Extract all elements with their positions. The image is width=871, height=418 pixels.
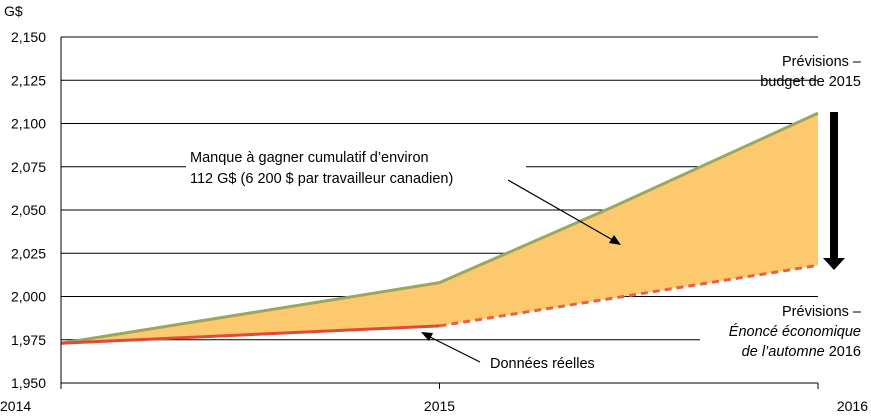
- shortfall-fill: [61, 113, 818, 344]
- y-axis-ticks: 1,950 1,975 2,000 2,025 2,050 2,075 2,100 2,125…: [11, 29, 46, 391]
- shortfall-area: [61, 113, 818, 344]
- fes-annotation: Prévisions – Énoncé économique de l’auto…: [700, 300, 870, 362]
- actual-arrowhead: [421, 332, 433, 341]
- shortfall-annotation: Manque à gagner cumulatif d’environ 112 …: [186, 146, 621, 245]
- shortfall-label-line1: Manque à gagner cumulatif d’environ: [190, 150, 429, 166]
- y-tick-label: 2,000: [11, 289, 46, 305]
- budget-2015-label-line1: Prévisions –: [782, 54, 862, 70]
- y-tick-label: 2,025: [11, 245, 46, 261]
- shortfall-arrowhead: [609, 235, 621, 245]
- fes-label-line3-italic: de l’automne: [742, 344, 825, 360]
- actual-label: Données réelles: [490, 356, 595, 372]
- y-tick-label: 2,150: [11, 29, 46, 45]
- y-axis-title: G$: [4, 3, 23, 19]
- actual-arrow: [425, 334, 481, 363]
- series-fes-2016: [439, 263, 819, 328]
- fes-label-line3-rest: 2016: [825, 344, 861, 360]
- series-lines: [60, 111, 819, 345]
- x-axis: 2014 2015 2016: [0, 37, 868, 414]
- shortfall-label-line2: 112 G$ (6 200 $ par travailleur canadien…: [190, 171, 453, 187]
- x-tick-label: 2015: [424, 398, 455, 414]
- down-arrow-icon: [823, 112, 845, 270]
- y-tick-label: 2,100: [11, 116, 46, 132]
- y-tick-label: 2,050: [11, 202, 46, 218]
- series-actual: [60, 324, 440, 345]
- y-tick-label: 2,125: [11, 72, 46, 88]
- fes-label-line2: Énoncé économique: [729, 323, 861, 340]
- fes-label-line3: de l’automne 2016: [742, 344, 861, 360]
- y-tick-label: 1,950: [11, 375, 46, 391]
- series-budget-2015: [60, 111, 819, 345]
- fes-label-line1: Prévisions –: [782, 304, 862, 320]
- y-tick-label: 2,075: [11, 159, 46, 175]
- x-tick-label: 2016: [837, 398, 868, 414]
- x-tick-label: 2014: [0, 398, 31, 414]
- budget-2015-label-line2: budget de 2015: [760, 74, 861, 90]
- actual-annotation: Données réelles: [421, 332, 616, 374]
- y-tick-label: 1,975: [11, 332, 46, 348]
- shortfall-arrow: [507, 179, 619, 244]
